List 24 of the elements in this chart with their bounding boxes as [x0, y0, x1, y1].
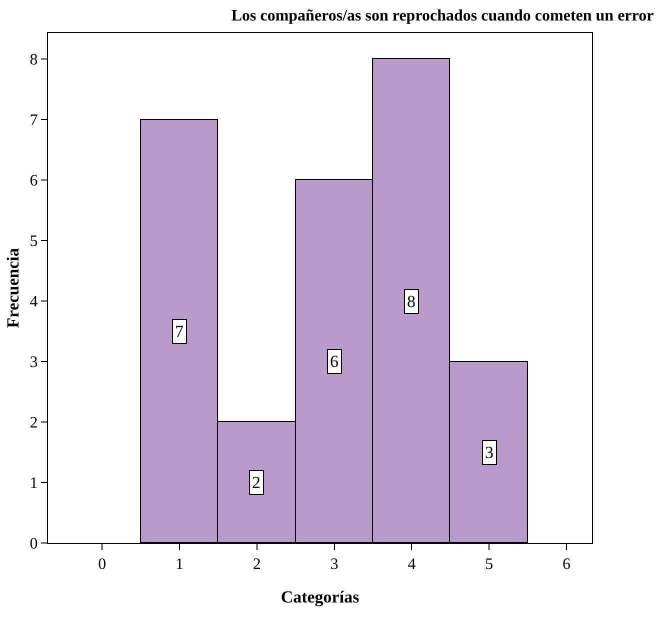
- y-axis-title: Frecuencia: [3, 248, 22, 328]
- chart-title: Los compañeros/as son reprochados cuando cometen un error: [231, 7, 654, 24]
- x-tick-label: 4: [408, 556, 416, 574]
- y-tick-label: 6: [30, 172, 38, 190]
- data-label: 2: [252, 473, 260, 492]
- data-label: 3: [485, 443, 494, 462]
- x-tick-label: 6: [562, 556, 570, 574]
- x-tick-label: 5: [485, 556, 494, 574]
- y-tick-label: 5: [30, 233, 38, 250]
- x-tick-label: 1: [176, 556, 184, 574]
- y-tick-label: 1: [30, 475, 38, 492]
- data-label: 7: [175, 322, 184, 341]
- y-tick-label: 0: [30, 536, 38, 553]
- x-tick-label: 2: [252, 556, 261, 574]
- data-label: 8: [407, 292, 416, 311]
- x-tick-label: 0: [98, 556, 106, 574]
- y-tick-label: 8: [30, 52, 38, 69]
- y-tick-label: 2: [30, 414, 38, 432]
- y-tick-label: 7: [30, 112, 38, 130]
- y-tick-label: 4: [30, 294, 38, 311]
- y-tick-label: 3: [30, 354, 38, 372]
- data-label: 6: [330, 352, 338, 371]
- x-axis-title: Categorías: [280, 588, 360, 607]
- x-tick-label: 3: [330, 556, 338, 574]
